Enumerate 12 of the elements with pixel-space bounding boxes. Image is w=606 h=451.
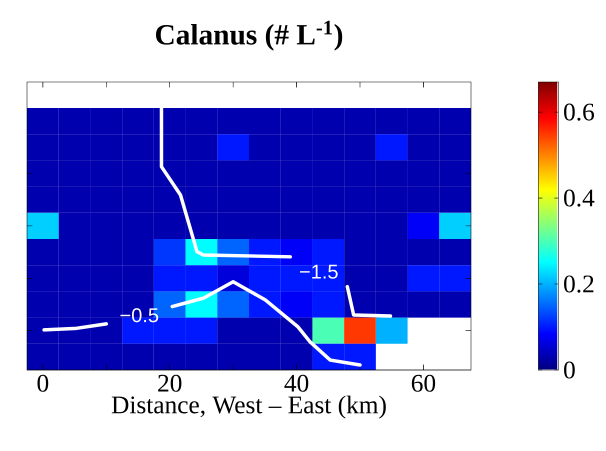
x-tick-label: 40: [284, 374, 308, 392]
x-tick-label: 20: [158, 374, 182, 392]
color-bar-label: 0.2: [564, 275, 594, 293]
color-bar-label: 0: [564, 361, 575, 379]
x-tick-label: 0: [37, 374, 48, 392]
chart-title: Calanus (# L$^{-1}$): [156, 20, 342, 51]
color-bar-label: 0.6: [564, 104, 594, 121]
color-bar-label: 0.4: [564, 189, 594, 207]
annotation: −1.5: [300, 264, 338, 279]
x-axis-title: Distance, West – East (km): [112, 396, 386, 419]
annotation: −0.5: [120, 308, 158, 322]
x-tick-label: 60: [412, 374, 436, 392]
